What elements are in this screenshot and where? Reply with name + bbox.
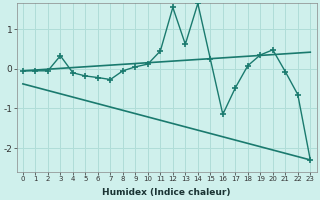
X-axis label: Humidex (Indice chaleur): Humidex (Indice chaleur) bbox=[102, 188, 231, 197]
